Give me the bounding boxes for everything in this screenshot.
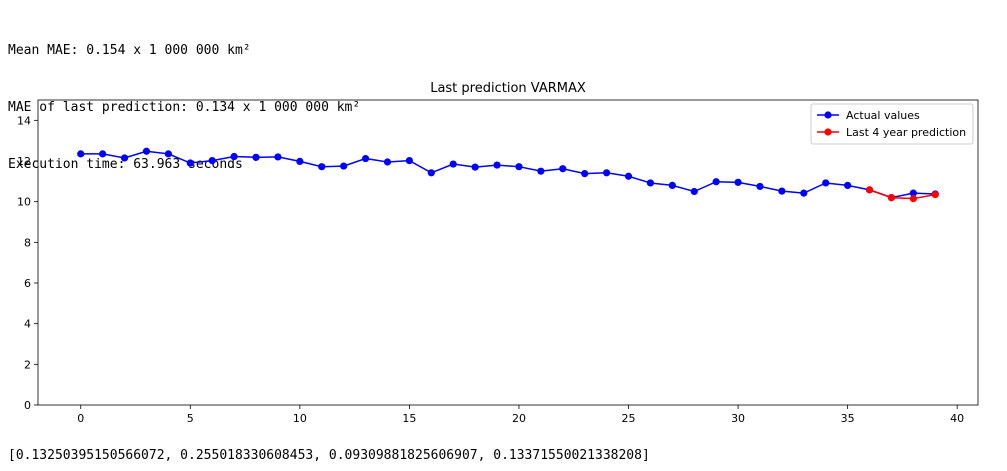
series-1-point bbox=[340, 162, 348, 170]
series-1-point bbox=[383, 158, 392, 166]
series-1-point bbox=[537, 167, 545, 175]
y-tick-label: 4 bbox=[24, 318, 31, 331]
series-1-point bbox=[646, 179, 655, 187]
y-tick-label: 2 bbox=[24, 358, 31, 371]
series-1-point bbox=[186, 159, 194, 167]
series-1-point bbox=[603, 169, 611, 177]
legend-box bbox=[810, 103, 974, 145]
execution-time-text: Execution time: 63.963 seconds bbox=[8, 157, 243, 172]
legend-label-2: Last 4 year prediction bbox=[846, 126, 966, 139]
series-1-point bbox=[624, 172, 633, 180]
series-1-point bbox=[844, 181, 852, 189]
line-chart: Last prediction VARMAX 0 5 10 15 20 25 30 35 40 0… bbox=[17, 81, 979, 425]
series-1-point bbox=[559, 165, 567, 173]
x-tick-label: 5 bbox=[187, 412, 194, 425]
chart-title: Last prediction VARMAX bbox=[430, 81, 586, 96]
series-2-point bbox=[909, 195, 917, 203]
y-tick-label: 10 bbox=[17, 196, 31, 209]
series-2-point bbox=[887, 194, 896, 202]
x-tick-label: 35 bbox=[841, 412, 855, 425]
legend-marker-1 bbox=[824, 111, 832, 119]
series-1-point bbox=[296, 157, 304, 166]
series-2-point bbox=[865, 186, 874, 194]
series-1-point bbox=[493, 161, 501, 169]
series-1-point bbox=[778, 187, 786, 195]
series-1-point bbox=[515, 163, 523, 171]
y-tick-label: 14 bbox=[17, 114, 31, 127]
series-1-point bbox=[208, 156, 216, 165]
series-1-point bbox=[471, 163, 479, 171]
series-1-point bbox=[690, 187, 698, 196]
series-1-point bbox=[120, 154, 129, 162]
series-2-point bbox=[931, 190, 939, 199]
series-line-2 bbox=[869, 189, 936, 200]
series-1-point bbox=[361, 154, 370, 163]
series-1-point bbox=[274, 153, 282, 161]
last-mae-text: MAE of last prediction: 0.134 x 1 000 00… bbox=[8, 100, 361, 115]
x-tick-label: 40 bbox=[950, 412, 964, 425]
series-1-point bbox=[800, 189, 808, 197]
x-tick-label: 15 bbox=[402, 412, 416, 425]
series-1-point bbox=[734, 178, 742, 186]
series-1-point bbox=[668, 181, 676, 189]
x-tick-label: 0 bbox=[77, 412, 84, 425]
x-tick-label: 20 bbox=[512, 412, 526, 425]
series-1-point bbox=[99, 150, 107, 158]
series-1-point bbox=[164, 150, 172, 158]
series-1-point bbox=[756, 182, 764, 191]
x-tick-label: 30 bbox=[731, 412, 745, 425]
series-1-point bbox=[318, 163, 326, 171]
series-1-point bbox=[909, 189, 917, 197]
series-1-point bbox=[449, 160, 457, 168]
series-1-point bbox=[252, 153, 260, 161]
series-line-1 bbox=[80, 150, 936, 199]
y-tick-label: 6 bbox=[24, 277, 31, 290]
series-1-point bbox=[712, 178, 720, 186]
series-1-point bbox=[822, 179, 830, 187]
y-tick-label: 12 bbox=[17, 155, 31, 168]
legend-label-1: Actual values bbox=[846, 109, 920, 122]
x-tick-label: 25 bbox=[622, 412, 636, 425]
y-tick-label: 8 bbox=[24, 236, 31, 249]
series-1-point bbox=[77, 150, 85, 158]
plot-frame bbox=[37, 99, 979, 406]
series-1-point bbox=[405, 156, 413, 165]
output-header: Mean MAE: 0.154 x 1 000 000 km² MAE of l… bbox=[8, 3, 360, 193]
y-tick-label: 0 bbox=[24, 399, 31, 412]
series-1-point bbox=[142, 147, 151, 155]
series-1-point bbox=[581, 170, 589, 178]
mae-list-text: [0.13250395150566072, 0.255018330608453,… bbox=[8, 448, 650, 463]
mean-mae-text: Mean MAE: 0.154 x 1 000 000 km² bbox=[8, 43, 251, 58]
x-tick-label: 10 bbox=[293, 412, 307, 425]
legend-marker-2 bbox=[824, 128, 832, 136]
series-1-point bbox=[427, 169, 435, 177]
series-1-point bbox=[230, 152, 238, 161]
